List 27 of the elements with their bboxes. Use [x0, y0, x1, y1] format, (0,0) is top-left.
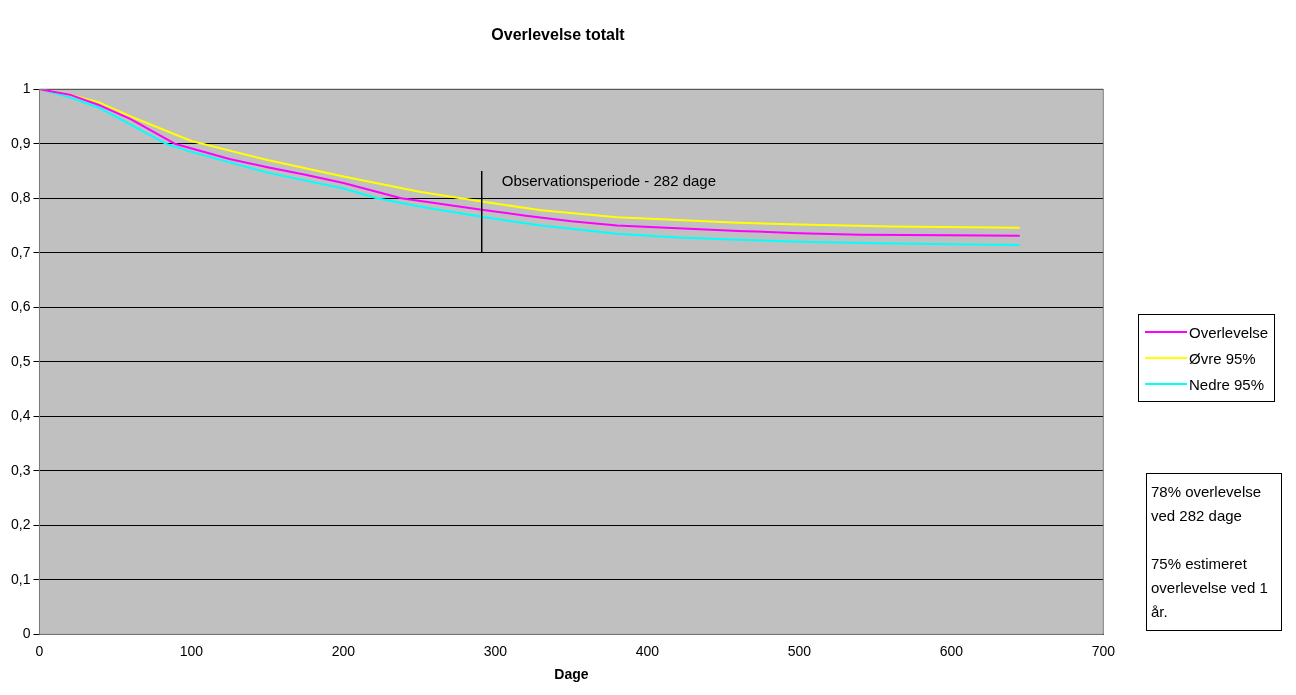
y-tick-label: 0,5 [10, 352, 31, 369]
legend-label: Nedre 95% [1189, 375, 1265, 393]
x-tick-label: 700 [1091, 642, 1116, 659]
y-tick-label: 0,1 [10, 570, 31, 587]
x-tick-label: 0 [35, 642, 44, 659]
x-tick-label: 600 [939, 642, 964, 659]
y-tick-label: 0 [22, 625, 31, 642]
y-tick-label: 0,4 [10, 407, 31, 424]
legend-label: Overlevelse [1189, 323, 1269, 341]
y-tick-label: 1 [22, 80, 31, 97]
legend-label: Øvre 95% [1189, 349, 1256, 367]
x-tick-label: 300 [483, 642, 508, 659]
x-tick-label: 200 [331, 642, 356, 659]
text: 75% estimeret overlevelse ved 1 år. [1151, 554, 1269, 622]
x-axis-title: Dage [554, 666, 589, 683]
x-tick-label: 500 [787, 642, 812, 659]
chart-title: Overlevelse totalt [491, 26, 626, 44]
y-tick-label: 0,2 [10, 516, 31, 533]
text: 78% overlevelse ved 282 dage [1151, 482, 1263, 526]
ref-line-label: Observationsperiode - 282 dage [501, 172, 717, 190]
y-tick-label: 0,3 [10, 461, 31, 478]
y-tick-label: 0,9 [10, 134, 31, 151]
x-tick-label: 400 [635, 642, 660, 659]
y-tick-label: 0,7 [10, 243, 31, 260]
y-tick-label: 0,6 [10, 298, 31, 315]
x-tick-label: 100 [179, 642, 204, 659]
y-tick-label: 0,8 [10, 189, 31, 206]
